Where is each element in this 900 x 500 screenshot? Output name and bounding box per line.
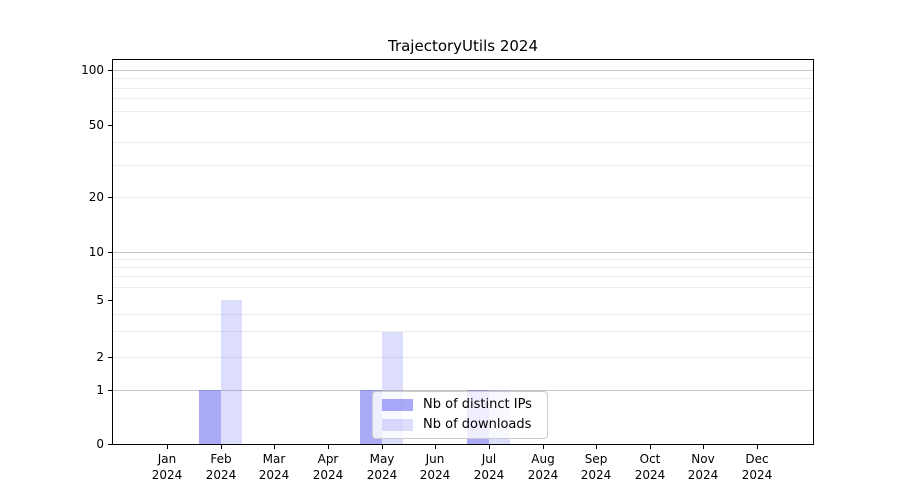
legend-item-downloads: Nb of downloads: [382, 417, 538, 433]
x-tick-month: Jan: [157, 452, 177, 466]
x-axis-tick: [703, 445, 704, 449]
x-axis-tick: [543, 445, 544, 449]
bar-distinct-ips: [199, 390, 221, 444]
x-axis-tick: [757, 445, 758, 449]
x-tick-month: Sep: [584, 452, 608, 466]
gridline-minor: [113, 357, 813, 358]
x-tick-month: Jul: [481, 452, 497, 466]
x-axis-tick: [274, 445, 275, 449]
y-axis-tick-label: 50: [88, 118, 104, 132]
legend-item-distinct-ips: Nb of distinct IPs: [382, 397, 538, 413]
y-axis-tick-label: 10: [88, 245, 104, 259]
x-tick-year: 2024: [419, 468, 451, 482]
x-tick-month: Apr: [317, 452, 339, 466]
x-tick-year: 2024: [312, 468, 344, 482]
gridline-minor: [113, 197, 813, 198]
x-axis-tick-label: Dec 2024: [728, 451, 786, 483]
legend-swatch-distinct-ips: [382, 399, 413, 411]
x-tick-month: Aug: [531, 452, 555, 466]
legend: Nb of distinct IPs Nb of downloads: [372, 391, 548, 439]
y-axis-tick-label: 20: [88, 190, 104, 204]
y-axis-tick-label: 5: [96, 293, 104, 307]
gridline-minor: [113, 259, 813, 260]
gridline-minor: [113, 331, 813, 332]
chart-title: TrajectoryUtils 2024: [387, 37, 538, 55]
y-axis-tick-label: 0: [96, 437, 104, 451]
x-tick-year: 2024: [205, 468, 237, 482]
x-axis-tick-label: May 2024: [353, 451, 411, 483]
x-axis-tick: [489, 445, 490, 449]
gridline-minor: [113, 142, 813, 143]
gridline-minor: [113, 165, 813, 166]
x-tick-year: 2024: [741, 468, 773, 482]
gridline-minor: [113, 111, 813, 112]
gridline-minor: [113, 78, 813, 79]
x-axis-tick-label: Apr 2024: [299, 451, 357, 483]
x-tick-year: 2024: [258, 468, 290, 482]
gridline-minor: [113, 267, 813, 268]
y-axis-tick: [108, 390, 112, 391]
x-tick-year: 2024: [527, 468, 559, 482]
gridline-decade: [113, 70, 813, 71]
x-tick-month: Nov: [691, 452, 715, 466]
x-axis-tick-label: Jan 2024: [138, 451, 196, 483]
x-axis-tick-label: Jul 2024: [460, 451, 518, 483]
y-axis-tick: [108, 125, 112, 126]
y-axis-tick-label: 1: [96, 383, 104, 397]
x-axis-tick: [167, 445, 168, 449]
plot-area: [112, 59, 814, 445]
x-tick-year: 2024: [634, 468, 666, 482]
legend-swatch-downloads: [382, 419, 413, 431]
y-axis-tick: [108, 252, 112, 253]
gridline-decade: [113, 252, 813, 253]
x-axis-tick-label: Jun 2024: [406, 451, 464, 483]
legend-label-distinct-ips: Nb of distinct IPs: [423, 397, 532, 412]
y-axis-tick: [108, 444, 112, 445]
x-axis-tick-label: Sep 2024: [567, 451, 625, 483]
y-axis-tick-label: 2: [96, 350, 104, 364]
gridline-minor: [113, 314, 813, 315]
x-axis-tick-label: Aug 2024: [514, 451, 572, 483]
x-axis-tick-label: Oct 2024: [621, 451, 679, 483]
x-axis-tick: [382, 445, 383, 449]
gridline-minor: [113, 276, 813, 277]
x-tick-month: Feb: [210, 452, 232, 466]
x-tick-year: 2024: [151, 468, 183, 482]
x-axis-tick: [435, 445, 436, 449]
x-tick-month: Mar: [262, 452, 286, 466]
x-tick-year: 2024: [473, 468, 505, 482]
x-axis-tick-label: Feb 2024: [192, 451, 250, 483]
x-axis-tick: [328, 445, 329, 449]
y-axis-tick: [108, 70, 112, 71]
gridline-minor: [113, 287, 813, 288]
x-axis-tick-label: Nov 2024: [674, 451, 732, 483]
x-tick-month: Jun: [425, 452, 445, 466]
x-tick-month: May: [369, 452, 395, 466]
y-axis-tick: [108, 300, 112, 301]
x-tick-year: 2024: [580, 468, 612, 482]
y-axis-tick-label: 100: [81, 63, 104, 77]
x-axis-tick: [596, 445, 597, 449]
bar-downloads: [220, 300, 243, 444]
x-tick-year: 2024: [687, 468, 719, 482]
legend-label-downloads: Nb of downloads: [423, 417, 532, 432]
x-axis-tick-label: Mar 2024: [245, 451, 303, 483]
y-axis-tick: [108, 197, 112, 198]
x-tick-year: 2024: [366, 468, 398, 482]
x-axis-tick: [221, 445, 222, 449]
gridline-minor: [113, 98, 813, 99]
x-tick-month: Oct: [639, 452, 661, 466]
gridline-decade: [113, 390, 813, 391]
gridline-minor: [113, 88, 813, 89]
x-axis-tick: [650, 445, 651, 449]
x-tick-month: Dec: [745, 452, 769, 466]
y-axis-tick: [108, 357, 112, 358]
